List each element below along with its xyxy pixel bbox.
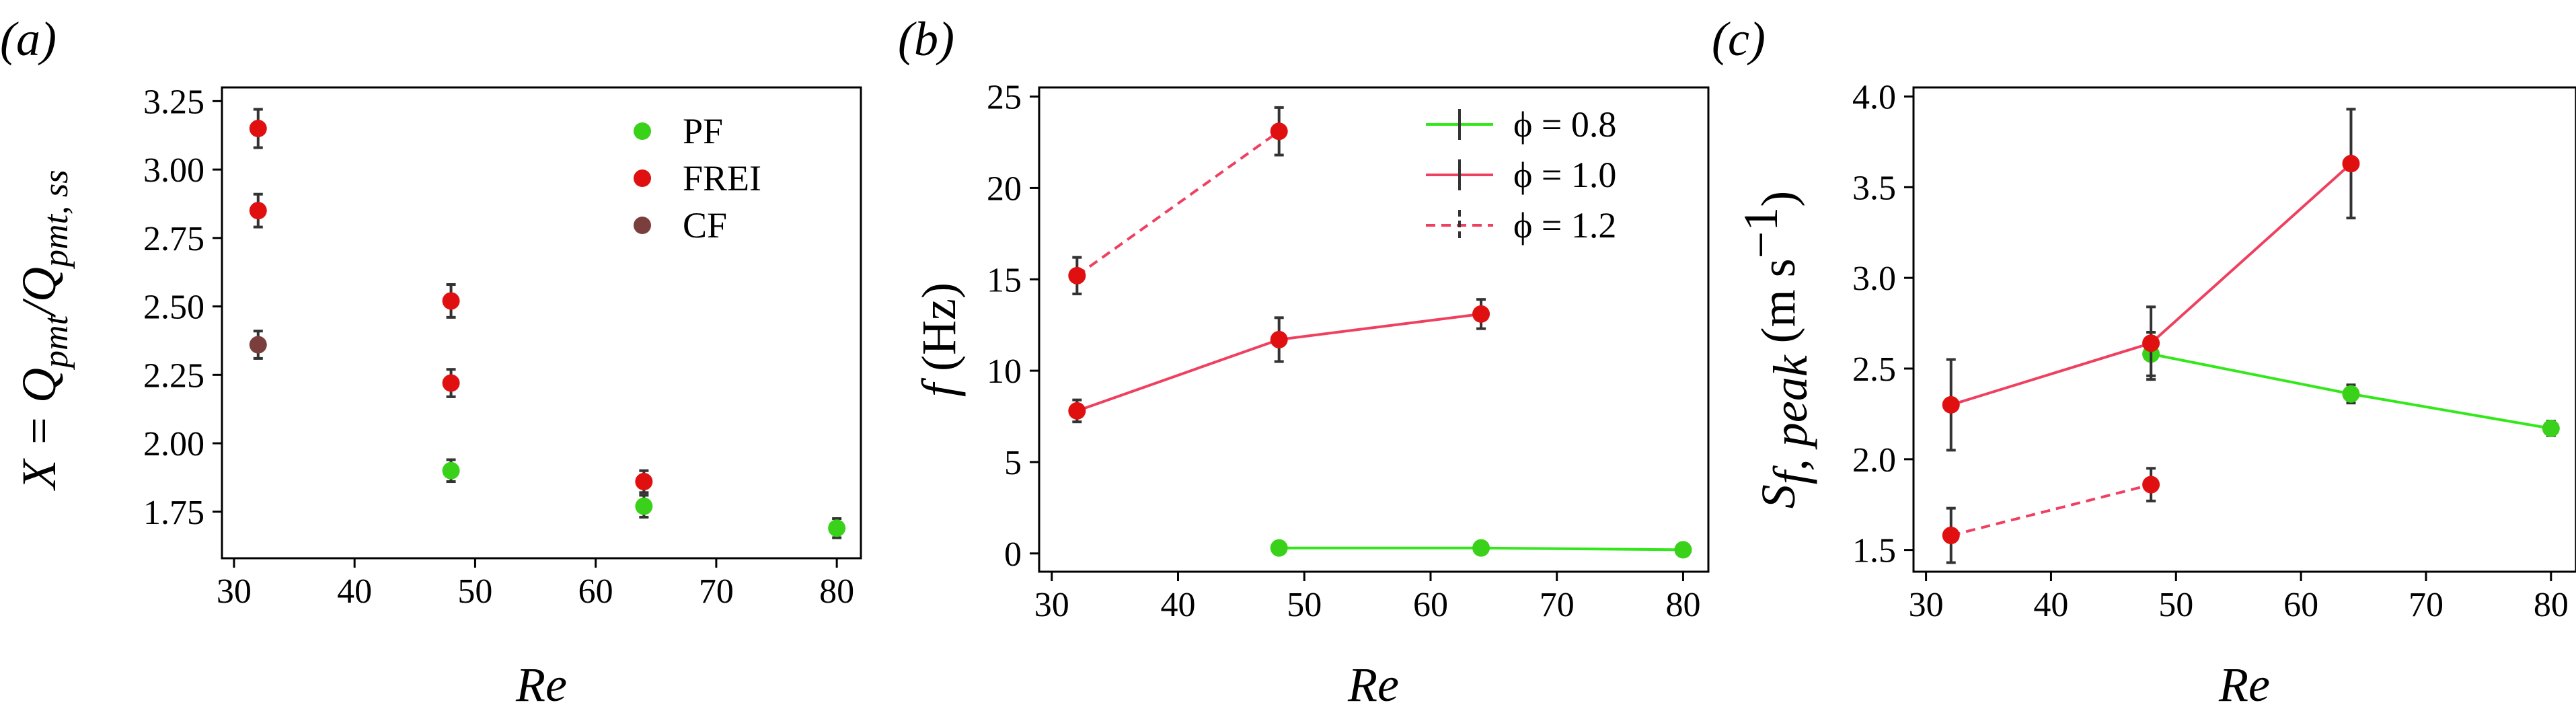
series-line-phi12 [1950, 483, 2152, 537]
data-point-frei [249, 120, 267, 138]
data-point-phi10 [2142, 334, 2160, 352]
data-point-phi12 [1068, 266, 1086, 285]
legend-frei-label: FREI [683, 158, 761, 198]
panel-c-marks [1942, 108, 2560, 564]
panel-a-ytick-label: 2.50 [143, 289, 204, 327]
panel-a-label: (a) [0, 12, 56, 66]
panel-b-xtick-label: 40 [1161, 586, 1196, 624]
panel-c-plot-frame [1912, 86, 2576, 573]
legend-pf-marker [634, 122, 651, 140]
panel-c-ytick-label: 4.0 [1852, 78, 1896, 116]
panel-b-ytick-label: 15 [987, 261, 1022, 299]
data-point-phi10 [1068, 402, 1086, 420]
panel-b-plot-frame [1038, 86, 1710, 573]
panel-a-ytick-label: 2.00 [143, 425, 204, 463]
panel-a-legend: PF FREI CF [634, 111, 761, 245]
data-point-phi12 [1942, 527, 1960, 545]
legend-phi10-label: ϕ = 1.0 [1513, 155, 1616, 195]
data-point-cf [249, 336, 267, 354]
panel-a-ytick-label: 3.00 [143, 151, 204, 190]
panel-a-marks [249, 108, 846, 539]
panel-a-ytick-label: 2.75 [143, 220, 204, 258]
panel-c-xtick-label: 80 [2534, 586, 2569, 624]
data-point-pf [828, 519, 846, 537]
panel-c-xlabel: Re [2218, 658, 2270, 712]
panel-c-xtick-label: 70 [2409, 586, 2444, 624]
legend-pf-label: PF [683, 111, 723, 151]
data-point-frei [635, 473, 653, 491]
panel-b-xtick-label: 60 [1413, 586, 1448, 624]
panel-a-xtick-label: 70 [699, 572, 734, 611]
panel-b-xtick-label: 70 [1540, 586, 1575, 624]
legend-frei-marker [634, 169, 651, 187]
data-point-phi08 [2542, 419, 2560, 437]
panel-c-ylabel: Sf, peak (m s−1) [1734, 191, 1817, 509]
data-point-phi12 [1270, 122, 1288, 141]
legend-phi08-label: ϕ = 0.8 [1513, 104, 1616, 145]
panel-a-xtick-label: 30 [217, 572, 252, 611]
panel-b-marks [1068, 106, 1692, 559]
panel-a-ticks: 30 40 50 60 70 80 1.75 2.00 2.25 2.50 2.75 3.00 3.25 [143, 83, 854, 611]
panel-c-ytick-label: 2.0 [1852, 441, 1896, 480]
panel-c-label: (c) [1712, 12, 1766, 66]
legend-cf-marker [634, 217, 651, 234]
legend-phi12-label: ϕ = 1.2 [1513, 205, 1616, 245]
panel-c-xtick-label: 40 [2033, 586, 2068, 624]
panel-b-xtick-label: 30 [1034, 586, 1069, 624]
data-point-phi08 [1270, 539, 1288, 557]
panel-c-ticks: 30 40 50 60 70 80 1.5 2.0 2.5 3.0 3.5 4.0 [1852, 78, 2569, 624]
data-point-phi08 [1472, 539, 1490, 557]
panel-b-ytick-label: 25 [987, 79, 1022, 117]
data-point-pf [635, 497, 653, 515]
panel-b-ytick-label: 10 [987, 352, 1022, 391]
data-point-pf [442, 461, 460, 480]
panel-a-xtick-label: 50 [457, 572, 492, 611]
panel-b-xtick-label: 80 [1665, 586, 1700, 624]
panel-c-xtick-label: 50 [2158, 586, 2193, 624]
panel-a: (a) X = Qpmt/Qpmt, ss 30 40 50 60 70 80 1.75 2.… [0, 12, 862, 712]
data-point-phi12 [2142, 476, 2160, 494]
panel-b-ylabel: f (Hz) [912, 282, 966, 397]
panel-b: (b) f (Hz) 30 40 50 60 70 80 0 5 10 15 20 25 Re ϕ =… [898, 12, 1710, 712]
panel-a-ytick-label: 1.75 [143, 494, 204, 532]
series-line-phi12 [1076, 130, 1280, 277]
panel-b-legend: ϕ = 0.8 ϕ = 1.0 ϕ = 1.2 [1426, 104, 1616, 245]
panel-b-ytick-label: 5 [1004, 444, 1022, 482]
panel-a-xtick-label: 80 [819, 572, 854, 611]
panel-b-ytick-label: 20 [987, 169, 1022, 208]
panel-c-ytick-label: 2.5 [1852, 350, 1896, 389]
panel-a-xtick-label: 60 [578, 572, 613, 611]
data-point-phi08 [1674, 541, 1692, 559]
data-point-phi10 [1942, 395, 1960, 414]
data-point-phi10 [1472, 305, 1490, 323]
panel-c-ytick-label: 3.5 [1852, 169, 1896, 207]
panel-c: (c) Sf, peak (m s−1) 30 40 50 60 70 80 1.5 2.0 2… [1712, 12, 2576, 712]
panel-c-xtick-label: 30 [1909, 586, 1944, 624]
panel-a-xlabel: Re [515, 658, 567, 712]
legend-cf-label: CF [683, 205, 727, 245]
data-point-frei [442, 292, 460, 310]
panel-b-label: (b) [898, 12, 954, 66]
data-point-phi10 [1270, 330, 1288, 348]
data-point-phi10 [2342, 155, 2360, 173]
panel-b-xtick-label: 50 [1287, 586, 1322, 624]
panel-c-ytick-label: 3.0 [1852, 260, 1896, 298]
panel-a-ylabel: X = Qpmt/Qpmt, ss [12, 169, 75, 491]
panel-a-ytick-label: 3.25 [143, 83, 204, 121]
data-point-frei [249, 202, 267, 220]
panel-a-xtick-label: 40 [337, 572, 372, 611]
panel-b-ytick-label: 0 [1004, 535, 1022, 574]
panel-b-xlabel: Re [1347, 658, 1399, 712]
panel-c-ytick-label: 1.5 [1852, 532, 1896, 570]
panel-a-ytick-label: 2.25 [143, 356, 204, 395]
panel-a-plot-frame [221, 86, 862, 560]
panel-c-xtick-label: 60 [2283, 586, 2318, 624]
data-point-frei [442, 374, 460, 392]
panel-b-ticks: 30 40 50 60 70 80 0 5 10 15 20 25 [987, 79, 1700, 624]
data-point-phi08 [2342, 385, 2360, 403]
